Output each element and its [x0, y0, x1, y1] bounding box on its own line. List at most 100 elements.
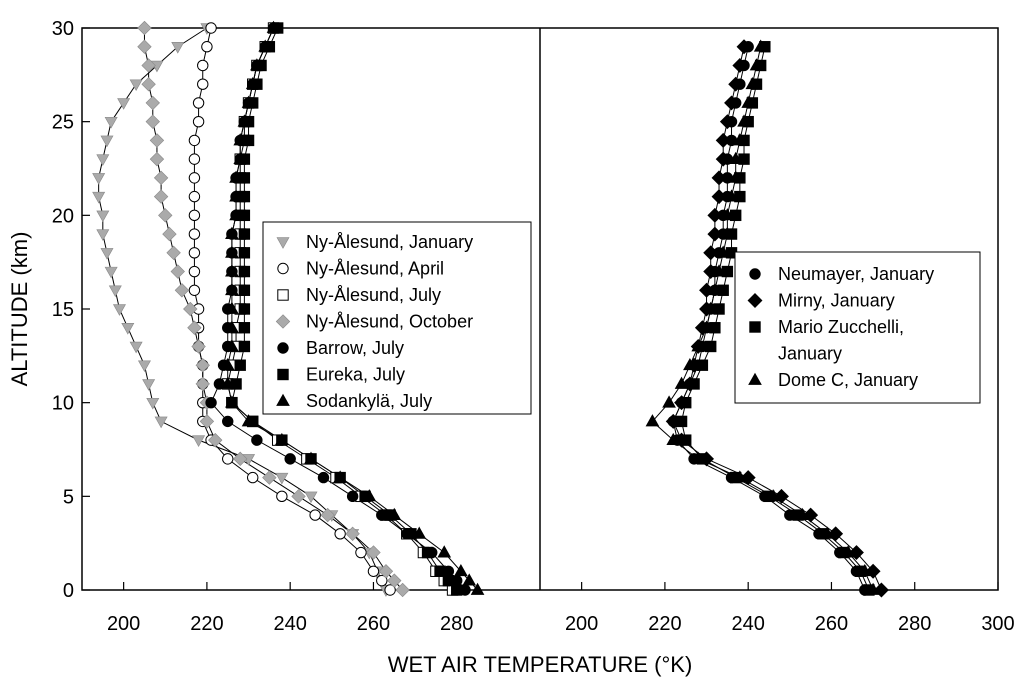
data-point: [146, 397, 160, 410]
data-point: [225, 301, 239, 314]
data-point: [162, 226, 177, 242]
data-point: [241, 414, 256, 427]
x-tick-label: 240: [731, 613, 764, 635]
data-point: [141, 58, 156, 73]
data-point: [225, 339, 239, 352]
data-point: [304, 491, 318, 504]
x-tick-label: 200: [107, 613, 140, 635]
data-point: [320, 507, 335, 523]
data-point: [309, 509, 321, 521]
legend-label: Mario Zucchelli,: [778, 317, 904, 337]
legend-label: Neumayer, January: [778, 264, 934, 284]
data-point: [229, 189, 243, 202]
data-point: [266, 20, 281, 33]
data-point: [129, 79, 143, 92]
data-point: [680, 434, 692, 446]
data-point: [117, 98, 131, 110]
data-point: [225, 245, 239, 258]
data-point: [188, 284, 201, 296]
data-point: [233, 451, 248, 467]
data-point: [137, 20, 152, 36]
data-point: [104, 266, 118, 279]
data-point: [703, 301, 718, 314]
legend-marker: [277, 368, 289, 381]
data-point: [188, 247, 201, 259]
data-point: [187, 320, 202, 335]
x-tick-label: 240: [273, 613, 306, 635]
data-point: [645, 414, 660, 427]
data-point: [733, 133, 747, 146]
data-point: [366, 545, 381, 560]
data-point: [711, 170, 727, 186]
legend-marker: [275, 314, 291, 329]
data-point: [222, 415, 234, 428]
data-point: [866, 582, 880, 595]
x-tick-label: 260: [815, 613, 848, 635]
data-point: [233, 151, 248, 165]
legend-label: Ny-Ålesund, October: [306, 312, 473, 332]
data-point: [174, 283, 190, 298]
data-point: [225, 264, 239, 277]
data-point: [141, 77, 156, 92]
series-markers: [92, 20, 889, 598]
data-point: [384, 584, 396, 596]
data-point: [454, 564, 468, 577]
y-axis-title: ALTITUDE (km): [7, 232, 32, 387]
data-point: [197, 78, 209, 90]
legend-marker: [747, 293, 763, 308]
data-point: [728, 151, 743, 165]
legend-antarctic-box: [734, 251, 981, 404]
data-point: [691, 451, 706, 464]
legend-antarctic: Neumayer, January Mirny, January Mario Zuc…: [734, 251, 981, 404]
data-point: [238, 303, 251, 315]
data-point: [745, 76, 760, 90]
data-point: [225, 320, 239, 333]
data-point: [149, 151, 165, 167]
legend-label: Eureka, July: [306, 365, 405, 385]
data-point: [395, 582, 410, 598]
data-point: [712, 264, 726, 277]
data-point: [121, 323, 135, 335]
x-tick-label: 220: [190, 613, 223, 635]
data-point: [355, 546, 367, 559]
legend-label: Dome C, January: [778, 370, 918, 390]
data-point: [378, 564, 394, 579]
data-point: [238, 340, 251, 353]
data-point: [245, 76, 260, 90]
data-point: [362, 489, 377, 502]
data-point: [96, 154, 110, 166]
data-point: [96, 229, 110, 241]
data-point: [188, 209, 201, 222]
data-point: [225, 226, 239, 239]
data-point: [258, 39, 273, 52]
data-point: [711, 189, 727, 205]
data-point: [724, 95, 739, 111]
legend-label: Barrow, July: [306, 338, 404, 358]
data-point: [191, 339, 206, 354]
x-tick-label: 220: [648, 613, 681, 635]
data-point: [145, 95, 160, 111]
data-point: [795, 507, 810, 520]
data-point: [733, 470, 747, 483]
data-point: [192, 115, 205, 128]
data-point: [188, 265, 201, 278]
data-point: [92, 191, 106, 204]
data-point: [275, 472, 289, 485]
data-point: [166, 245, 181, 260]
data-point: [462, 573, 477, 586]
data-point: [691, 339, 706, 352]
data-point: [188, 228, 201, 240]
legend-label: Sodankylä, July: [306, 391, 432, 411]
data-point: [728, 170, 743, 183]
x-tick-label: 200: [565, 613, 598, 635]
data-point: [208, 432, 223, 448]
data-point: [137, 39, 152, 54]
data-point: [205, 22, 217, 34]
axes: 0 5 10 15 20 25 30 200 220 240 260 280 200 220 240 260 2…: [52, 18, 1015, 635]
data-point: [820, 526, 835, 539]
data-point: [100, 248, 114, 260]
data-point: [171, 42, 185, 54]
data-point: [104, 116, 118, 129]
data-point: [705, 340, 717, 353]
